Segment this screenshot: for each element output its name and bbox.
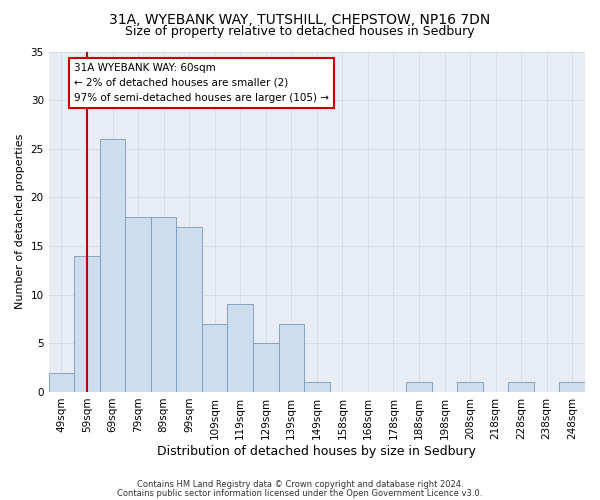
Bar bbox=[100, 139, 125, 392]
Text: 31A WYEBANK WAY: 60sqm
← 2% of detached houses are smaller (2)
97% of semi-detac: 31A WYEBANK WAY: 60sqm ← 2% of detached … bbox=[74, 63, 329, 103]
Bar bbox=[457, 382, 483, 392]
Bar bbox=[559, 382, 585, 392]
Bar bbox=[49, 372, 74, 392]
Bar bbox=[151, 217, 176, 392]
Y-axis label: Number of detached properties: Number of detached properties bbox=[15, 134, 25, 310]
Bar bbox=[253, 344, 278, 392]
Text: Contains public sector information licensed under the Open Government Licence v3: Contains public sector information licen… bbox=[118, 488, 482, 498]
Bar bbox=[125, 217, 151, 392]
Text: 31A, WYEBANK WAY, TUTSHILL, CHEPSTOW, NP16 7DN: 31A, WYEBANK WAY, TUTSHILL, CHEPSTOW, NP… bbox=[109, 12, 491, 26]
Bar bbox=[202, 324, 227, 392]
Text: Contains HM Land Registry data © Crown copyright and database right 2024.: Contains HM Land Registry data © Crown c… bbox=[137, 480, 463, 489]
Bar bbox=[176, 226, 202, 392]
Bar bbox=[304, 382, 329, 392]
Bar bbox=[74, 256, 100, 392]
Bar bbox=[508, 382, 534, 392]
X-axis label: Distribution of detached houses by size in Sedbury: Distribution of detached houses by size … bbox=[157, 444, 476, 458]
Text: Size of property relative to detached houses in Sedbury: Size of property relative to detached ho… bbox=[125, 25, 475, 38]
Bar bbox=[406, 382, 432, 392]
Bar bbox=[227, 304, 253, 392]
Bar bbox=[278, 324, 304, 392]
